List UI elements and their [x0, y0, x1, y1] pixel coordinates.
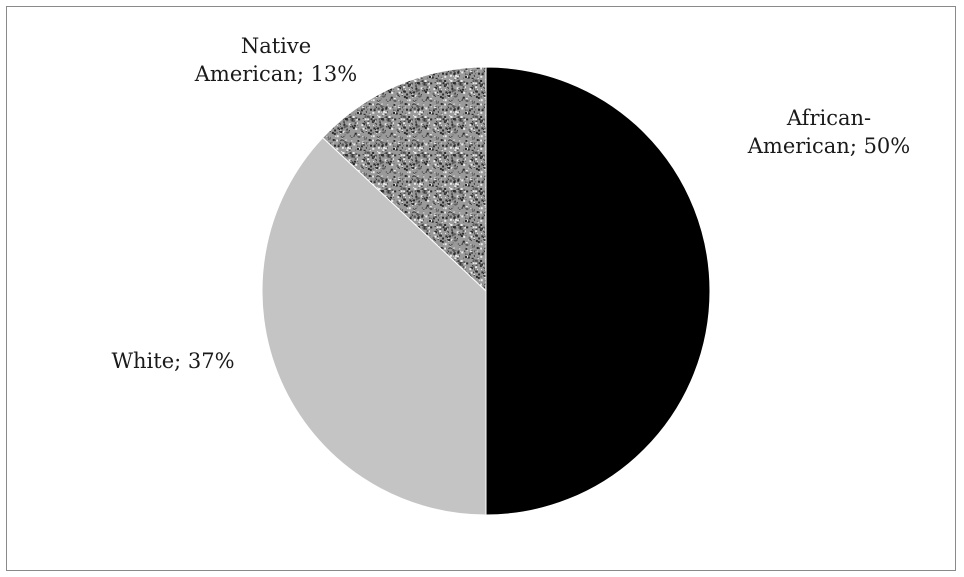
pie-chart: African- American; 50% White; 37% Native Ame… [111, 34, 910, 516]
pie-slices [261, 66, 711, 516]
pie-label-line: American; 50% [747, 134, 911, 158]
pie-label-native-american: Native American; 13% [194, 34, 358, 86]
pie-label-white: White; 37% [111, 349, 234, 373]
pie-slice-native-american [322, 66, 487, 293]
pie-slice-white [261, 136, 487, 516]
pie-slice-african-american [485, 66, 711, 516]
pie-label-line: American; 13% [194, 62, 358, 86]
pie-label-line: Native [241, 34, 311, 58]
pie-label-line: African- [786, 106, 871, 130]
chart-frame: African- American; 50% White; 37% Native Ame… [6, 6, 956, 571]
pie-labels: African- American; 50% White; 37% Native Ame… [111, 34, 910, 373]
pie-label-line: White; 37% [111, 349, 234, 373]
pie-label-african-american: African- American; 50% [747, 106, 911, 158]
